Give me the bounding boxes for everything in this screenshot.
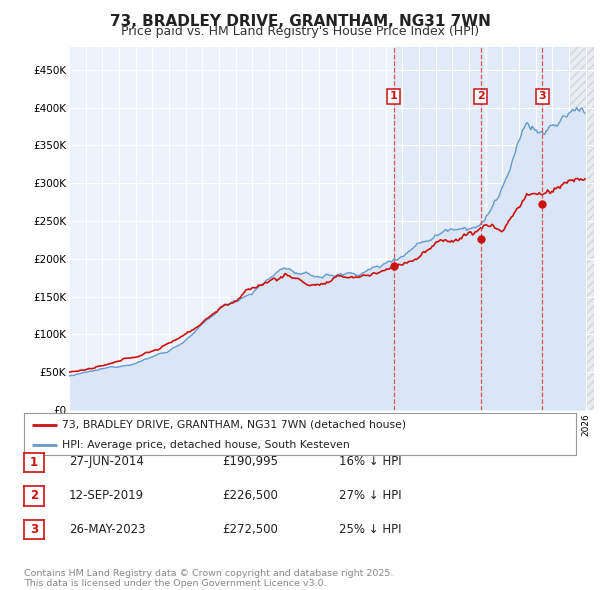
Text: 26-MAY-2023: 26-MAY-2023 xyxy=(69,523,146,536)
Bar xyxy=(569,47,594,410)
Text: 1: 1 xyxy=(30,455,38,469)
Text: 2: 2 xyxy=(477,91,485,101)
Text: £226,500: £226,500 xyxy=(222,489,278,502)
Text: 1: 1 xyxy=(390,91,398,101)
Text: Price paid vs. HM Land Registry's House Price Index (HPI): Price paid vs. HM Land Registry's House … xyxy=(121,25,479,38)
Text: 27-JUN-2014: 27-JUN-2014 xyxy=(69,455,144,468)
Text: 16% ↓ HPI: 16% ↓ HPI xyxy=(339,455,401,468)
Text: Contains HM Land Registry data © Crown copyright and database right 2025.
This d: Contains HM Land Registry data © Crown c… xyxy=(24,569,394,588)
Text: 73, BRADLEY DRIVE, GRANTHAM, NG31 7WN: 73, BRADLEY DRIVE, GRANTHAM, NG31 7WN xyxy=(110,14,490,28)
Text: 27% ↓ HPI: 27% ↓ HPI xyxy=(339,489,401,502)
Text: 73, BRADLEY DRIVE, GRANTHAM, NG31 7WN (detached house): 73, BRADLEY DRIVE, GRANTHAM, NG31 7WN (d… xyxy=(62,420,406,430)
Text: 3: 3 xyxy=(539,91,546,101)
Text: 25% ↓ HPI: 25% ↓ HPI xyxy=(339,523,401,536)
Text: £272,500: £272,500 xyxy=(222,523,278,536)
Text: 2: 2 xyxy=(30,489,38,503)
Bar xyxy=(569,47,594,410)
Bar xyxy=(394,47,569,410)
Text: £190,995: £190,995 xyxy=(222,455,278,468)
Text: 12-SEP-2019: 12-SEP-2019 xyxy=(69,489,144,502)
Text: 3: 3 xyxy=(30,523,38,536)
Text: HPI: Average price, detached house, South Kesteven: HPI: Average price, detached house, Sout… xyxy=(62,440,349,450)
